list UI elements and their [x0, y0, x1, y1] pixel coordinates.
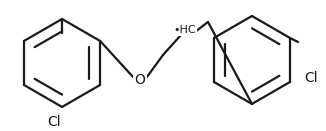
Text: O: O — [135, 73, 145, 87]
Text: Cl: Cl — [304, 71, 318, 85]
Text: Cl: Cl — [47, 115, 61, 129]
Text: •HC: •HC — [173, 25, 196, 35]
